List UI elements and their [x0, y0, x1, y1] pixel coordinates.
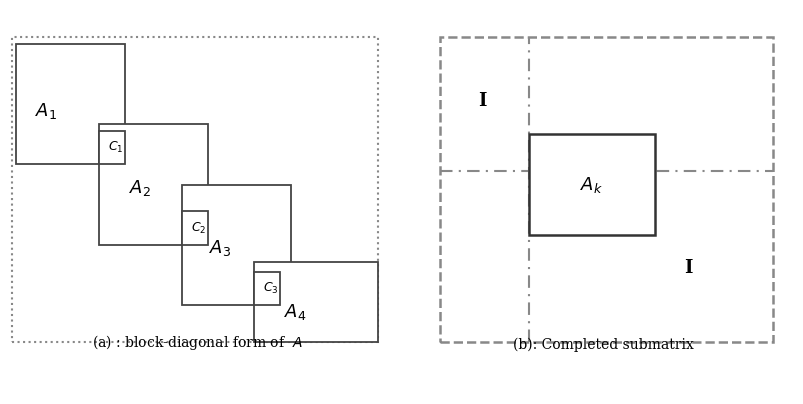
Bar [528, 134, 654, 235]
Text: (a) : block-diagonal form of  $A$: (a) : block-diagonal form of $A$ [92, 333, 302, 352]
Text: $C_2$: $C_2$ [191, 221, 206, 236]
Text: $A_4$: $A_4$ [283, 302, 306, 322]
Bar [15, 44, 125, 164]
Text: I: I [683, 259, 691, 277]
Text: I: I [478, 92, 487, 109]
Bar [99, 124, 208, 245]
Text: $A_k$: $A_k$ [580, 175, 602, 194]
Text: $C_3$: $C_3$ [263, 281, 279, 296]
Text: $A_1$: $A_1$ [35, 101, 57, 121]
Text: $C_1$: $C_1$ [108, 140, 124, 155]
Bar [181, 211, 208, 245]
Bar [99, 131, 125, 164]
Bar [254, 271, 279, 305]
Bar [181, 185, 291, 305]
Text: $A_3$: $A_3$ [208, 238, 230, 258]
Text: $A_2$: $A_2$ [129, 178, 151, 198]
Text: (b): Completed submatrix: (b): Completed submatrix [512, 338, 692, 352]
Bar [254, 262, 378, 342]
